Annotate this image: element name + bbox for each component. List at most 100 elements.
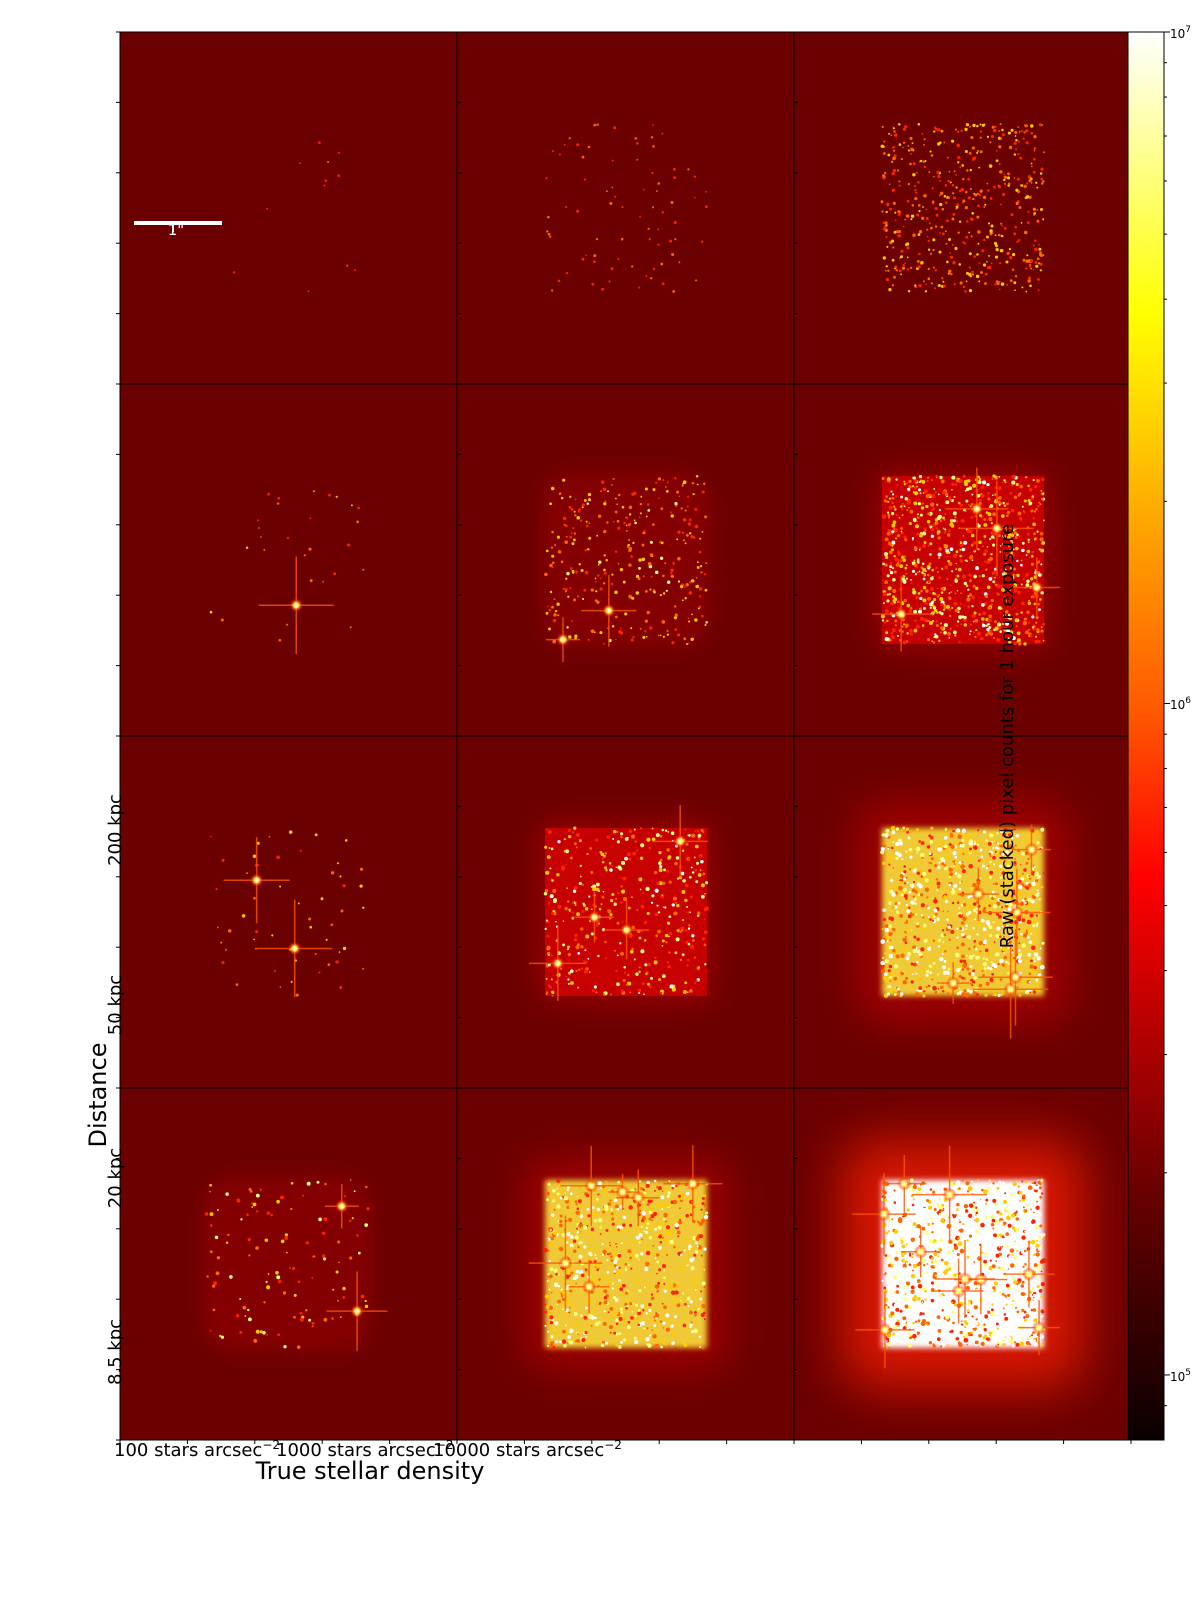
star-point — [943, 195, 947, 198]
star-point — [610, 1255, 613, 1259]
star-point — [931, 919, 935, 922]
star-point — [978, 858, 982, 862]
star-point — [943, 141, 946, 144]
star-point — [895, 478, 898, 481]
star-point — [957, 874, 962, 879]
star-point — [1000, 906, 1004, 909]
star-point — [934, 521, 939, 526]
star-point — [908, 609, 913, 614]
star-point — [883, 620, 886, 624]
image-panel — [456, 1087, 795, 1444]
star-point — [617, 1269, 621, 1274]
star-point — [992, 580, 996, 584]
star-point — [887, 516, 890, 519]
star-point — [679, 958, 683, 962]
star-point — [1001, 871, 1006, 875]
star-point — [651, 1247, 654, 1250]
star-point — [899, 841, 903, 846]
star-point — [670, 514, 674, 518]
star-point — [559, 1223, 563, 1228]
star-point — [906, 632, 909, 635]
star-point — [989, 855, 992, 858]
star-point — [915, 1191, 919, 1195]
star-point — [917, 204, 921, 207]
star-point — [548, 1259, 552, 1263]
star-point — [906, 1332, 912, 1338]
star-point — [954, 1331, 958, 1335]
star-point — [1021, 541, 1025, 545]
star-point — [692, 1340, 695, 1342]
star-point — [956, 845, 961, 850]
star-point — [570, 532, 573, 535]
star-point — [674, 605, 677, 608]
star-point — [1015, 201, 1019, 206]
star-point — [562, 478, 566, 482]
star-point — [650, 575, 653, 578]
star-point — [622, 580, 626, 584]
star-point — [596, 574, 600, 577]
star-point — [892, 927, 896, 932]
star-point — [277, 1333, 281, 1337]
star-point — [983, 1328, 987, 1332]
bright-star — [587, 910, 602, 925]
star-point — [630, 1316, 634, 1320]
star-point — [614, 550, 618, 553]
star-point — [1009, 566, 1013, 570]
star-point — [913, 546, 918, 550]
star-point — [621, 920, 624, 923]
star-point — [587, 638, 590, 641]
star-point — [631, 492, 635, 496]
star-point — [939, 957, 944, 962]
panel-background — [120, 384, 457, 736]
star-point — [934, 912, 938, 916]
star-point — [645, 1312, 648, 1315]
star-point — [1027, 1338, 1029, 1340]
star-point — [972, 123, 976, 128]
star-point — [942, 941, 945, 943]
star-point — [991, 1218, 996, 1223]
star-point — [1033, 952, 1039, 957]
star-point — [565, 271, 569, 275]
star-point — [599, 587, 603, 591]
star-point — [613, 1270, 617, 1273]
star-point — [1011, 949, 1014, 952]
star-point — [1031, 881, 1036, 887]
star-point — [922, 1263, 926, 1267]
star-point — [884, 637, 889, 642]
star-point — [946, 604, 950, 609]
star-point — [1039, 537, 1044, 542]
star-point — [994, 1213, 999, 1218]
star-point — [552, 639, 557, 644]
bright-star — [971, 887, 986, 902]
star-point — [664, 1238, 669, 1243]
star-point — [938, 508, 942, 512]
star-point — [988, 900, 993, 905]
star-point — [681, 929, 684, 932]
star-point — [951, 570, 954, 573]
star-point — [1038, 123, 1042, 127]
star-point — [683, 1240, 686, 1243]
star-point — [952, 829, 955, 833]
star-point — [966, 271, 969, 275]
star-point — [611, 625, 615, 628]
star-point — [972, 197, 975, 201]
star-point — [983, 534, 987, 538]
star-point — [885, 1199, 888, 1201]
star-point — [697, 1307, 701, 1311]
star-point — [891, 496, 894, 500]
star-point — [634, 521, 637, 525]
star-point — [1033, 1342, 1038, 1347]
star-point — [666, 869, 670, 873]
star-point — [996, 592, 999, 595]
star-point — [622, 1320, 627, 1324]
star-point — [274, 969, 277, 972]
star-point — [889, 561, 893, 565]
star-point — [702, 1194, 706, 1198]
star-point — [570, 620, 573, 623]
star-point — [883, 975, 887, 980]
star-point — [986, 260, 988, 263]
star-point — [583, 178, 586, 181]
star-point — [917, 1296, 921, 1301]
star-point — [582, 902, 585, 906]
star-point — [1033, 147, 1036, 150]
